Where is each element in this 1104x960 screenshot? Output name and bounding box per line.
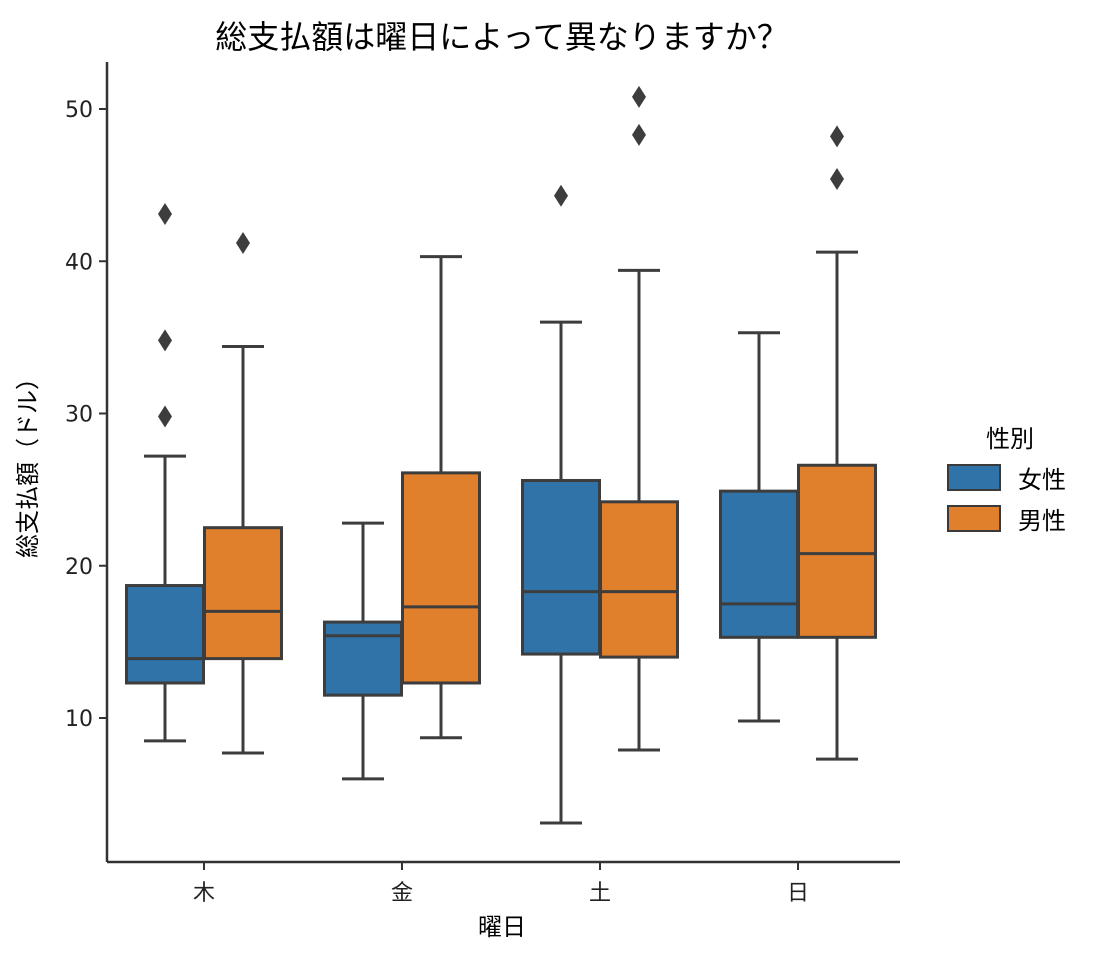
box-group-male-2	[599, 85, 679, 752]
box	[125, 584, 205, 685]
outlier-point	[236, 231, 250, 254]
y-ticks: 10 20 30 40 50	[65, 98, 107, 732]
y-tick-label: 40	[65, 250, 93, 275]
box	[323, 620, 403, 697]
outlier-point	[632, 85, 646, 108]
chart-title: 総支払額は曜日によって異なりますか？	[215, 18, 788, 56]
x-tick-label: 金	[391, 881, 413, 906]
outlier-point	[158, 329, 172, 352]
y-tick-label: 20	[65, 555, 93, 580]
x-tick-label: 日	[787, 881, 809, 906]
x-ticks: 木金土日	[193, 862, 809, 906]
legend-label-male: 男性	[1018, 507, 1066, 535]
outlier-point	[158, 405, 172, 428]
box-group-male-0	[203, 231, 283, 755]
y-tick-label: 50	[65, 98, 93, 123]
box-group-female-0	[125, 203, 205, 743]
x-tick-label: 土	[589, 881, 611, 906]
x-axis-label: 曜日	[478, 913, 526, 941]
box	[521, 478, 601, 656]
outlier-point	[632, 123, 646, 146]
box-group-male-3	[797, 125, 877, 761]
legend-label-female: 女性	[1018, 466, 1066, 494]
outlier-point	[830, 125, 844, 148]
box-group-female-3	[719, 331, 799, 723]
outlier-point	[830, 168, 844, 191]
plot-area	[125, 85, 877, 825]
box	[401, 471, 481, 685]
box	[719, 489, 799, 639]
box	[599, 500, 679, 659]
legend: 性別 女性 男性	[947, 425, 1066, 535]
box-group-female-2	[521, 184, 601, 825]
outlier-point	[554, 184, 568, 207]
y-tick-label: 30	[65, 403, 93, 428]
box	[203, 526, 283, 661]
y-axis-label: 総支払額（ドル）	[14, 366, 42, 558]
legend-title: 性別	[986, 425, 1034, 453]
box-group-female-1	[323, 521, 403, 781]
y-tick-label: 10	[65, 707, 93, 732]
box	[797, 463, 877, 639]
x-tick-label: 木	[193, 881, 215, 906]
legend-swatch-female	[947, 464, 1001, 491]
box-group-male-1	[401, 255, 481, 740]
legend-swatch-male	[947, 505, 1001, 532]
outlier-point	[158, 203, 172, 226]
